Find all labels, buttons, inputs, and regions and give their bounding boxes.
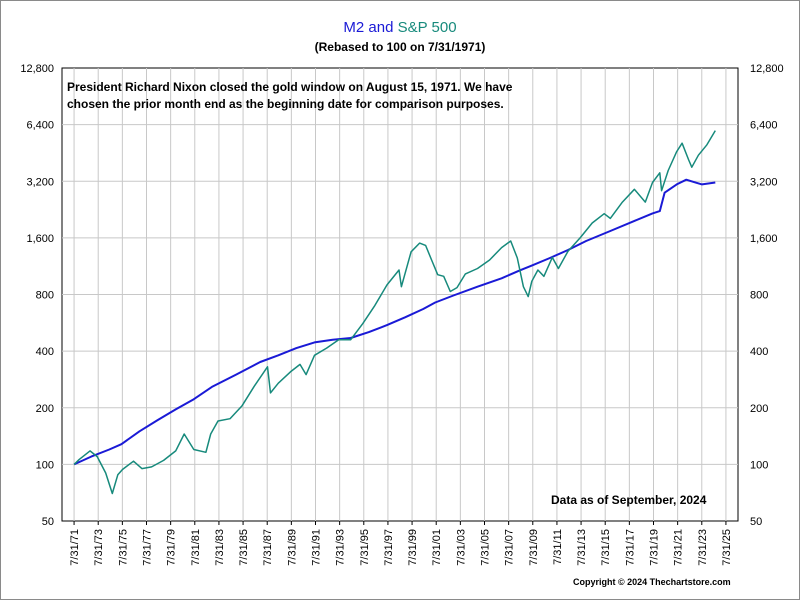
y-tick-label-right: 3,200 bbox=[750, 176, 778, 188]
x-tick-label: 7/31/13 bbox=[576, 529, 588, 566]
y-tick-label-right: 200 bbox=[750, 403, 768, 415]
y-tick-label-right: 1,600 bbox=[750, 233, 778, 245]
x-tick-label: 7/31/89 bbox=[286, 529, 298, 566]
y-tick-label-left: 200 bbox=[36, 403, 54, 415]
x-tick-label: 7/31/85 bbox=[238, 529, 250, 566]
y-tick-label-left: 3,200 bbox=[26, 176, 54, 188]
x-tick-label: 7/31/87 bbox=[262, 529, 274, 566]
y-tick-label-left: 100 bbox=[36, 459, 54, 471]
x-tick-label: 7/31/09 bbox=[528, 529, 540, 566]
title-sp500: S&P 500 bbox=[397, 19, 457, 36]
y-tick-label-right: 800 bbox=[750, 290, 768, 302]
annotation-line-1: President Richard Nixon closed the gold … bbox=[67, 80, 513, 94]
y-tick-label-right: 400 bbox=[750, 346, 768, 358]
series-line-m2 bbox=[73, 178, 716, 466]
x-tick-label: 7/31/07 bbox=[504, 529, 516, 566]
y-tick-label-left: 800 bbox=[36, 290, 54, 302]
x-tick-label: 7/31/25 bbox=[721, 529, 733, 566]
y-tick-label-left: 400 bbox=[36, 346, 54, 358]
x-tick-label: 7/31/81 bbox=[190, 529, 202, 566]
y-tick-label-left: 6,400 bbox=[26, 120, 54, 132]
y-tick-label-right: 6,400 bbox=[750, 120, 778, 132]
y-tick-label-left: 12,800 bbox=[20, 63, 54, 75]
title-and: and bbox=[364, 19, 398, 36]
y-tick-label-left: 1,600 bbox=[26, 233, 54, 245]
x-tick-label: 7/31/19 bbox=[649, 529, 661, 566]
x-tick-label: 7/31/83 bbox=[214, 529, 226, 566]
x-tick-label: 7/31/99 bbox=[407, 529, 419, 566]
x-tick-label: 7/31/01 bbox=[431, 529, 443, 566]
y-tick-label-right: 12,800 bbox=[750, 63, 784, 75]
x-tick-label: 7/31/11 bbox=[552, 529, 564, 565]
x-tick-label: 7/31/17 bbox=[624, 529, 636, 566]
x-tick-label: 7/31/75 bbox=[117, 529, 129, 566]
chart-title: M2 and S&P 500 bbox=[0, 19, 800, 36]
x-tick-label: 7/31/15 bbox=[600, 529, 612, 566]
series-line-sp500 bbox=[73, 130, 716, 495]
x-tick-label: 7/31/77 bbox=[142, 529, 154, 566]
x-tick-label: 7/31/91 bbox=[311, 529, 323, 566]
y-tick-label-left: 50 bbox=[42, 516, 54, 528]
title-m2: M2 bbox=[343, 19, 365, 36]
y-tick-label-right: 50 bbox=[750, 516, 762, 528]
x-tick-label: 7/31/03 bbox=[455, 529, 467, 566]
data-as-of: Data as of September, 2024 bbox=[551, 493, 707, 507]
x-tick-label: 7/31/23 bbox=[697, 529, 709, 566]
x-tick-label: 7/31/71 bbox=[69, 529, 81, 566]
x-tick-label: 7/31/97 bbox=[383, 529, 395, 566]
y-tick-label-right: 100 bbox=[750, 459, 768, 471]
chart-subtitle: (Rebased to 100 on 7/31/1971) bbox=[314, 40, 486, 54]
copyright-text: Copyright © 2024 Thechartstore.com bbox=[573, 577, 731, 587]
x-tick-label: 7/31/21 bbox=[673, 529, 685, 566]
x-tick-label: 7/31/73 bbox=[93, 529, 105, 566]
x-tick-label: 7/31/93 bbox=[335, 529, 347, 566]
annotation-line-2: chosen the prior month end as the beginn… bbox=[67, 97, 504, 111]
x-tick-label: 7/31/05 bbox=[480, 529, 492, 566]
x-tick-label: 7/31/79 bbox=[166, 529, 178, 566]
x-tick-label: 7/31/95 bbox=[359, 529, 371, 566]
